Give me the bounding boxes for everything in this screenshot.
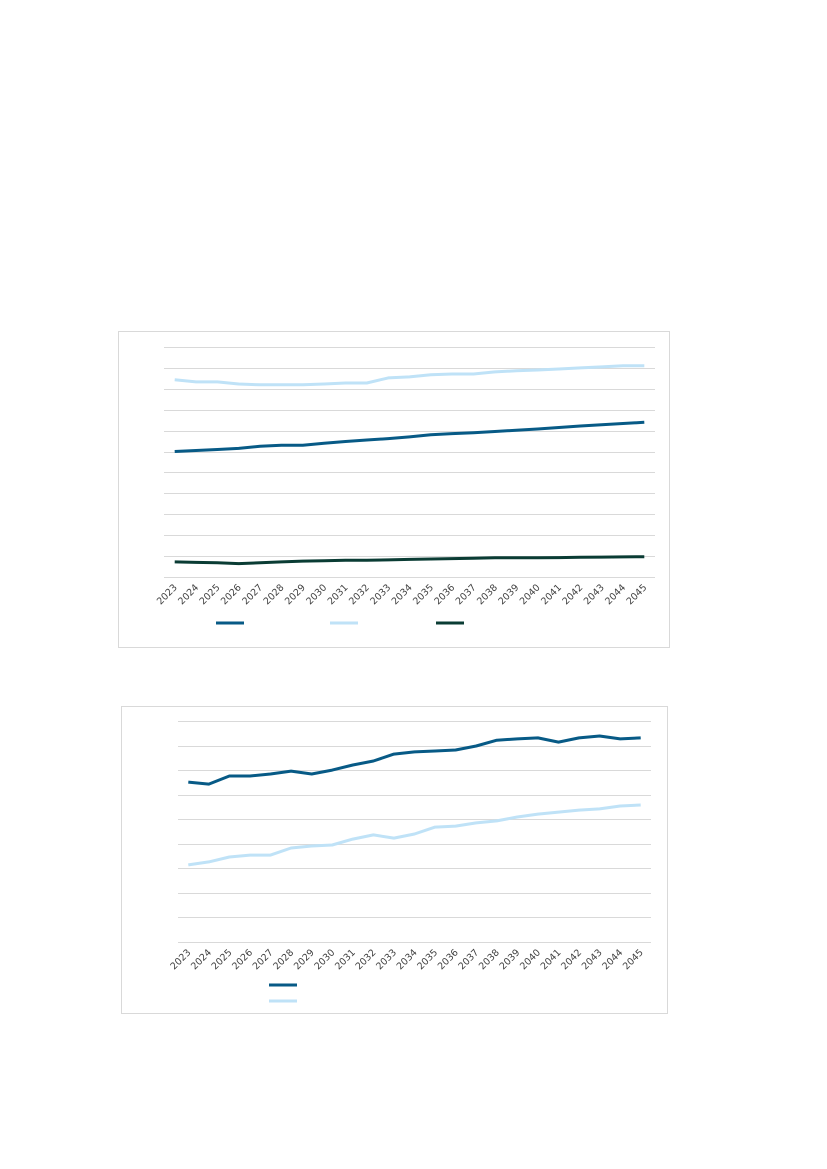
series-line: [174, 364, 645, 387]
series-line: [174, 555, 645, 566]
series-line: [174, 420, 645, 453]
series-line: [188, 734, 641, 786]
series-line: [188, 803, 641, 867]
chart-frame: [118, 331, 670, 648]
